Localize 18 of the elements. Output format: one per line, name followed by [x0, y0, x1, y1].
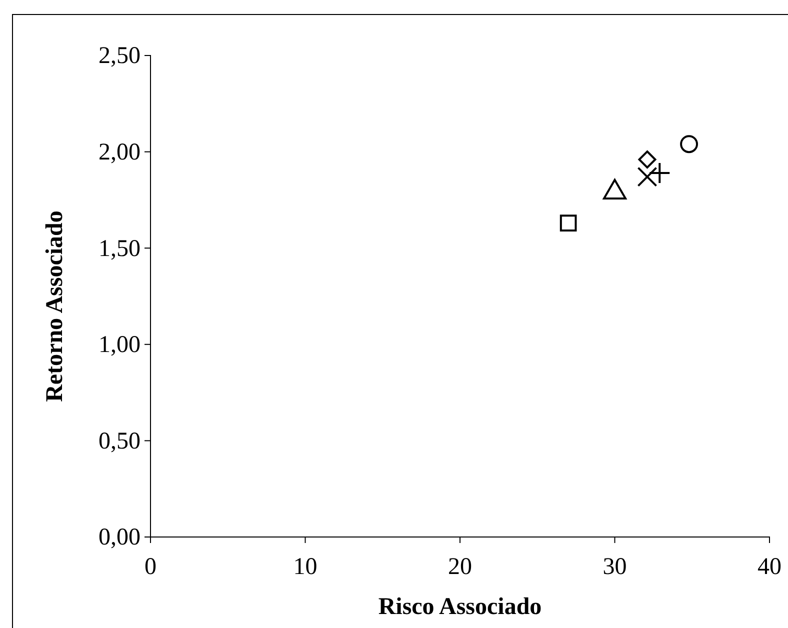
x-tick-label: 0	[144, 554, 156, 580]
x-tick-label: 30	[602, 554, 627, 580]
y-tick-label: 0,50	[98, 428, 140, 454]
y-tick-label: 1,00	[98, 332, 140, 358]
y-tick-label: 2,00	[98, 139, 140, 166]
x-tick-label: 40	[758, 554, 782, 580]
point	[638, 150, 656, 169]
point	[648, 162, 671, 184]
point	[560, 214, 577, 232]
y-tick-label: 2,50	[98, 43, 140, 70]
x-tick-label: 20	[448, 554, 472, 580]
x-tick-label: 10	[293, 554, 318, 580]
x-axis-title: Risco Associado	[378, 594, 542, 620]
point	[680, 135, 698, 154]
y-tick-label: 0,00	[98, 524, 140, 551]
y-axis-title: Retorno Associado	[42, 210, 68, 402]
y-tick-label: 1,50	[98, 236, 140, 262]
point	[637, 166, 658, 187]
